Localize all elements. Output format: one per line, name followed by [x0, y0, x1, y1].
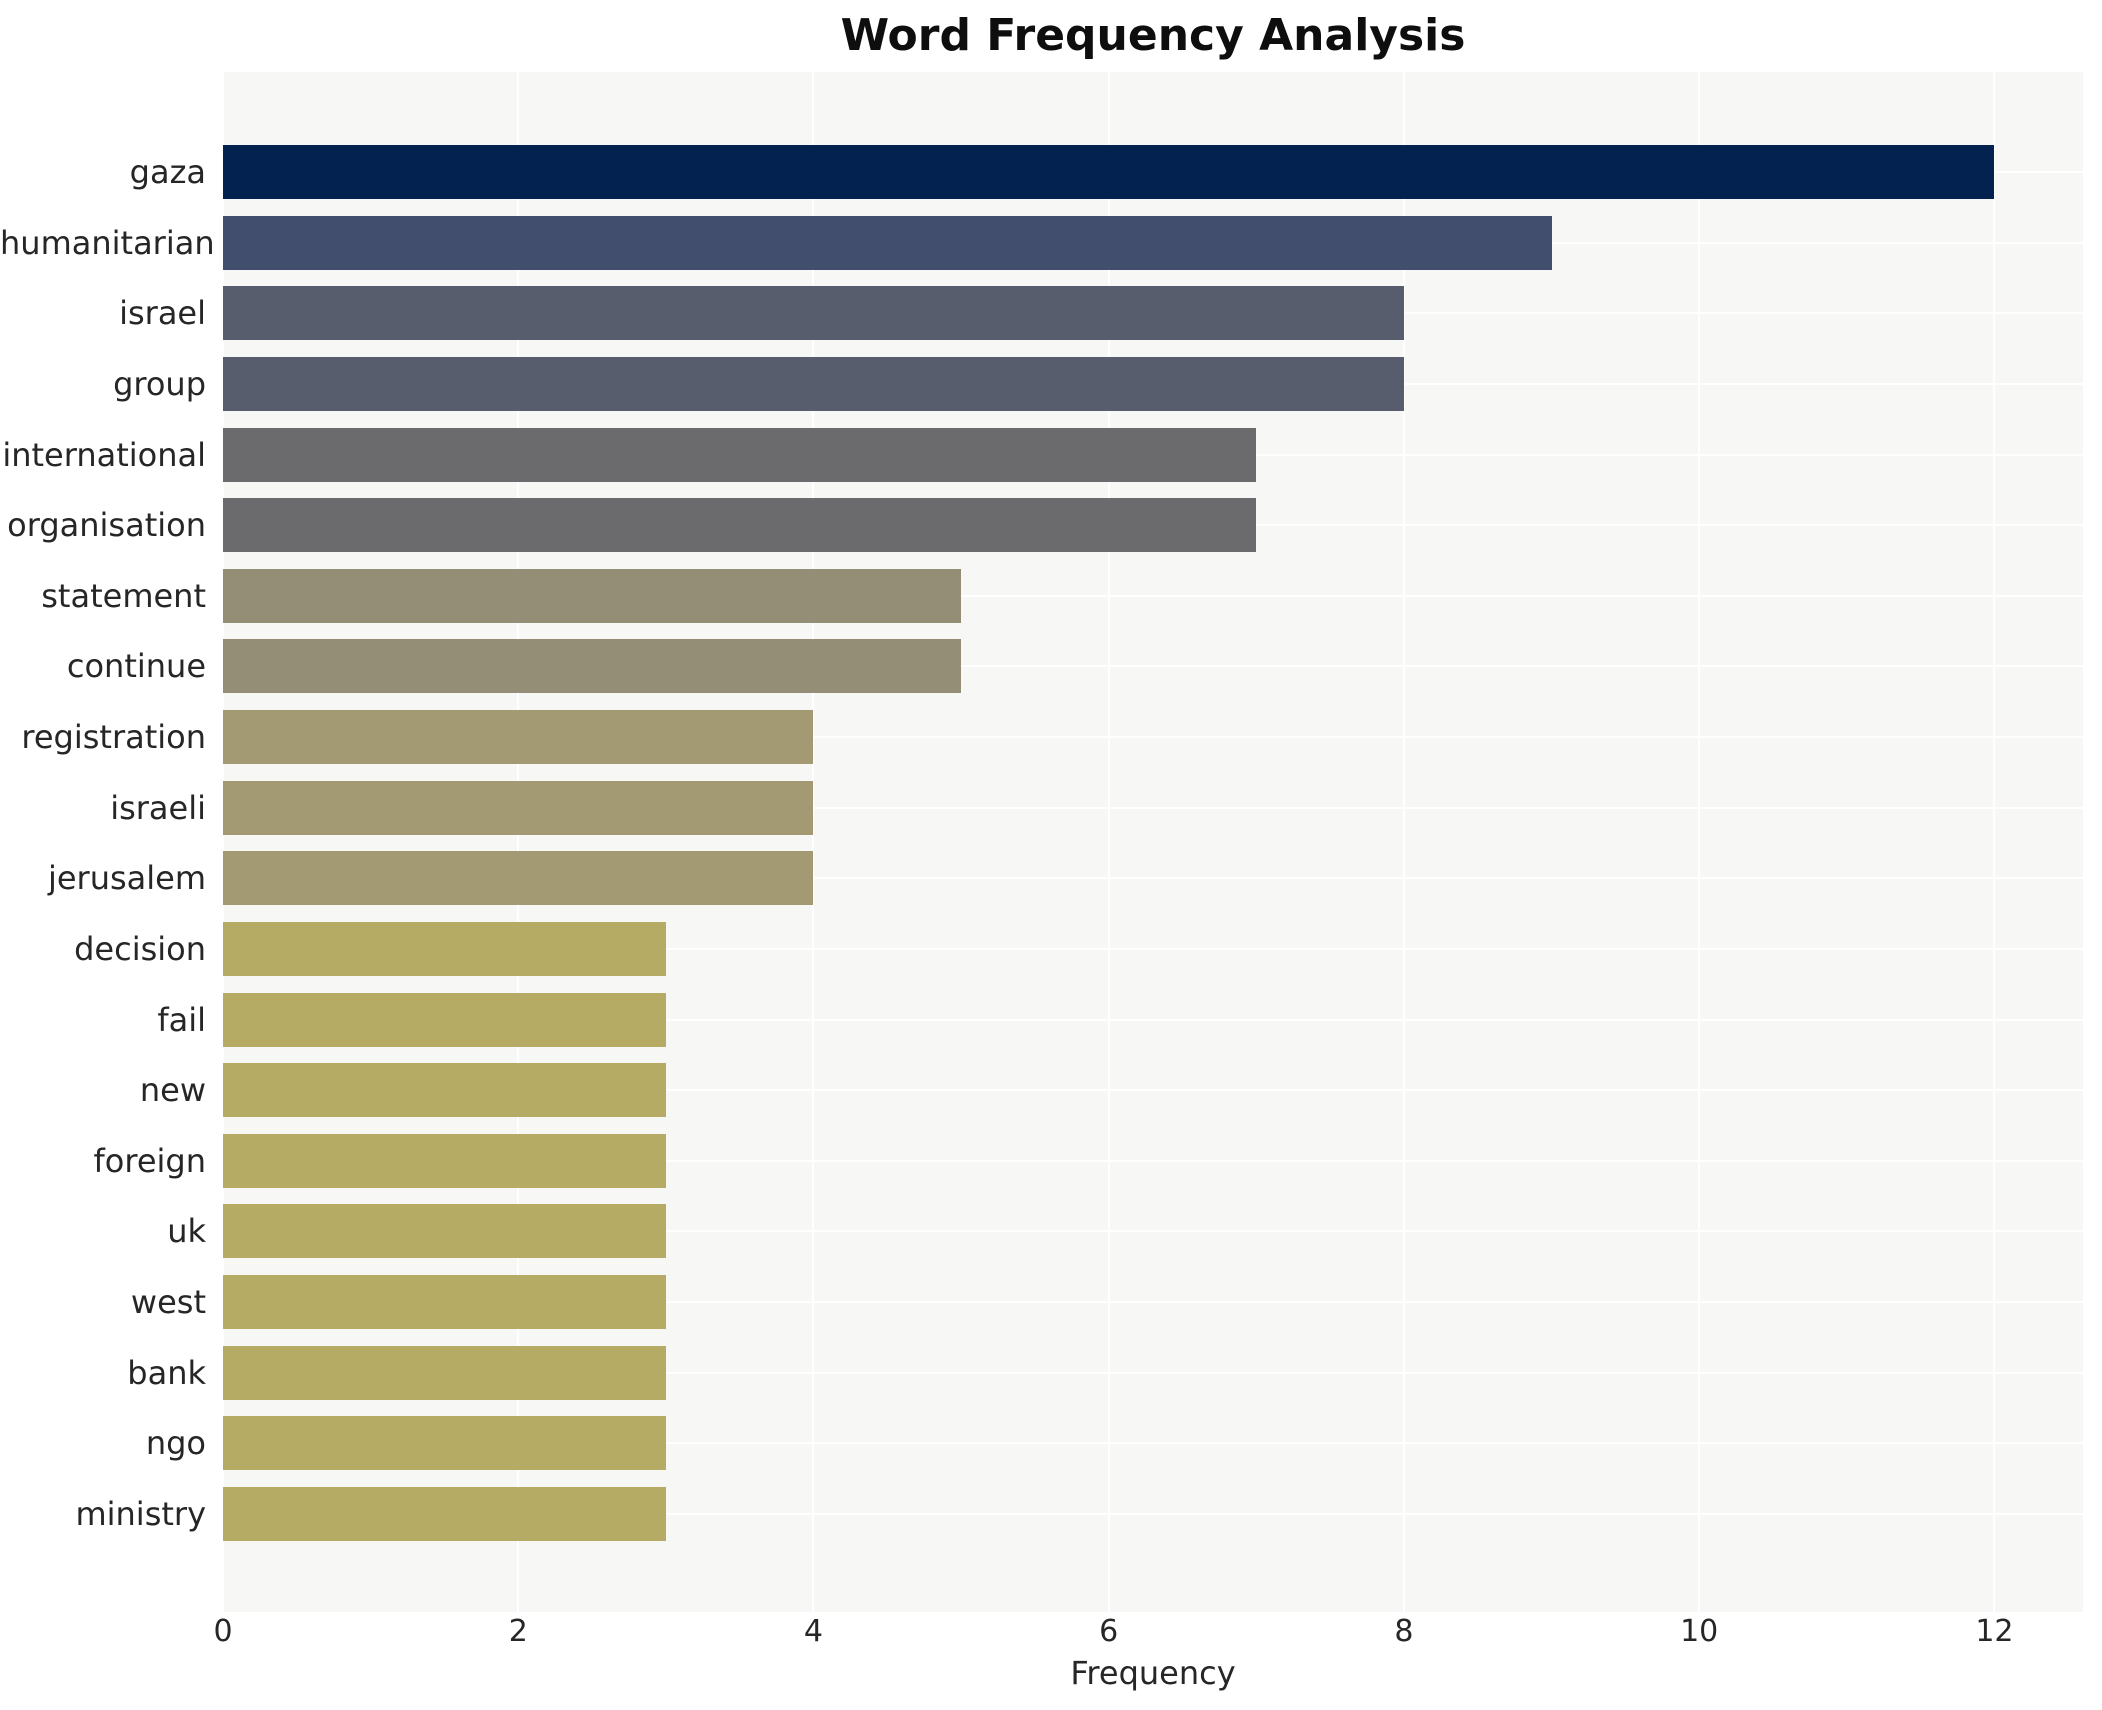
y-tick-label-bank: bank — [127, 1353, 206, 1392]
bar-israel — [223, 286, 1404, 341]
h-gridline — [223, 1442, 2083, 1445]
bar-ministry — [223, 1486, 666, 1541]
bar-israeli — [223, 780, 814, 835]
y-tick-label-statement: statement — [41, 576, 206, 615]
x-tick-label-6: 6 — [1099, 1614, 1119, 1649]
y-axis: gaza humanitarian israel group international… — [0, 72, 215, 1612]
x-tick-label-0: 0 — [213, 1614, 233, 1649]
x-tick-label-4: 4 — [803, 1614, 824, 1649]
h-gridline — [223, 1512, 2083, 1515]
bar-ngo — [223, 1416, 666, 1471]
v-gridline — [1993, 72, 1996, 1612]
bar-new — [223, 1063, 666, 1118]
y-tick-label-international: international — [2, 435, 206, 474]
y-tick-label-west: west — [130, 1283, 206, 1322]
y-tick-label-uk: uk — [167, 1212, 206, 1251]
bar-statement — [223, 568, 962, 623]
bar-organisation — [223, 498, 1257, 553]
v-gridline — [1107, 72, 1110, 1612]
h-gridline — [223, 594, 2083, 597]
bar-uk — [223, 1204, 666, 1259]
x-tick-label-12: 12 — [1975, 1614, 2014, 1649]
bar-decision — [223, 921, 666, 976]
y-tick-label-gaza: gaza — [129, 153, 206, 191]
y-tick-label-foreign: foreign — [93, 1141, 206, 1180]
chart-title: Word Frequency Analysis — [840, 10, 1466, 61]
h-gridline — [223, 665, 2083, 668]
y-tick-label-ngo: ngo — [145, 1424, 206, 1463]
bar-international — [223, 427, 1257, 482]
x-axis: 0 2 4 6 8 10 12 — [0, 1612, 2102, 1652]
y-tick-label-israel: israel — [119, 294, 206, 333]
plot-area — [222, 72, 2083, 1612]
x-tick-label-2: 2 — [508, 1614, 528, 1649]
bar-bank — [223, 1345, 666, 1400]
bar-registration — [223, 710, 814, 765]
h-gridline — [223, 1230, 2083, 1233]
v-gridline — [517, 72, 520, 1612]
y-tick-label-registration: registration — [21, 718, 206, 757]
h-gridline — [223, 1018, 2083, 1021]
h-gridline — [223, 736, 2083, 739]
y-tick-label-continue: continue — [66, 647, 206, 686]
v-gridline — [222, 72, 224, 1612]
h-gridline — [223, 1089, 2083, 1092]
x-axis-label: Frequency — [1070, 1654, 1236, 1692]
h-gridline — [223, 1301, 2083, 1304]
y-tick-label-humanitarian: humanitarian — [0, 223, 215, 262]
y-tick-label-israeli: israeli — [110, 788, 206, 827]
bar-fail — [223, 992, 666, 1047]
v-gridline — [812, 72, 815, 1612]
h-gridline — [223, 806, 2083, 809]
bar-continue — [223, 639, 962, 694]
v-gridline — [1402, 72, 1405, 1612]
h-gridline — [223, 1159, 2083, 1162]
h-gridline — [223, 947, 2083, 950]
h-gridline — [223, 877, 2083, 880]
bar-west — [223, 1275, 666, 1330]
y-tick-label-decision: decision — [74, 929, 206, 968]
y-tick-label-group: group — [113, 364, 206, 403]
bar-foreign — [223, 1133, 666, 1188]
bar-jerusalem — [223, 851, 814, 906]
bar-gaza — [223, 145, 1995, 199]
v-gridline — [1698, 72, 1701, 1612]
y-tick-label-organisation: organisation — [7, 506, 206, 545]
x-tick-label-8: 8 — [1394, 1614, 1414, 1649]
bar-group — [223, 356, 1404, 411]
y-tick-label-jerusalem: jerusalem — [47, 859, 206, 898]
y-tick-label-ministry: ministry — [75, 1494, 206, 1533]
bar-humanitarian — [223, 215, 1552, 270]
y-tick-label-fail: fail — [157, 1000, 206, 1039]
x-tick-label-10: 10 — [1680, 1614, 1719, 1649]
y-tick-label-new: new — [139, 1071, 206, 1110]
h-gridline — [223, 1371, 2083, 1374]
